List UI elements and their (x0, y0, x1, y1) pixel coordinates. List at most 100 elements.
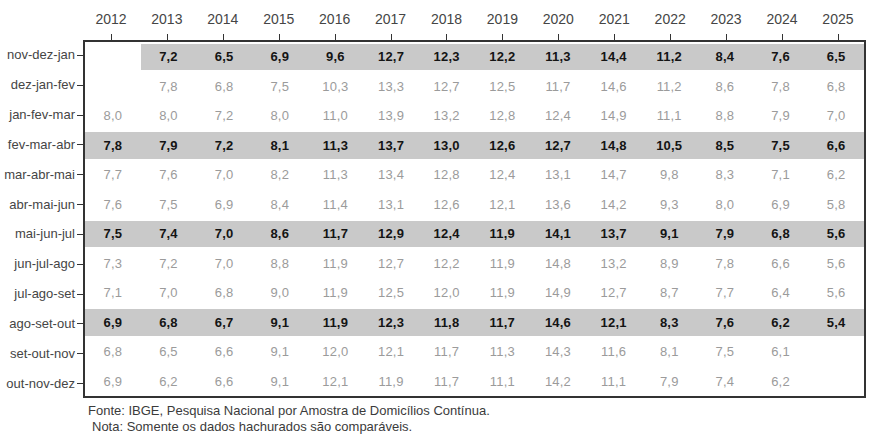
table-cell: 11,4 (308, 190, 364, 220)
table-cell: 6,9 (252, 42, 308, 72)
row-label: mai-jun-jul (0, 219, 75, 249)
table-cell: 11,3 (308, 160, 364, 190)
table-cell: 7,5 (252, 72, 308, 102)
table-cell: 12,5 (474, 72, 530, 102)
column-header-year: 2017 (363, 11, 419, 31)
table-cell: 13,4 (363, 160, 419, 190)
column-header-year: 2021 (586, 11, 642, 31)
table-cell: 11,7 (474, 308, 530, 338)
table-cell: 11,9 (308, 308, 364, 338)
table-cell: 9,3 (641, 190, 697, 220)
table-cell: 7,7 (85, 160, 141, 190)
table-cell: 12,6 (474, 131, 530, 161)
table-cell: 8,0 (697, 190, 753, 220)
table-cell: 11,1 (586, 367, 642, 397)
table-cell: 7,6 (753, 42, 809, 72)
table-cell: 11,1 (641, 101, 697, 131)
table-cell: 6,7 (196, 308, 252, 338)
table-cell: 14,4 (586, 42, 642, 72)
column-header-year: 2014 (195, 11, 251, 31)
table-row: 7,57,47,08,611,712,912,411,914,113,79,17… (85, 219, 864, 249)
table-panel: 7,26,56,99,612,712,312,211,314,411,28,47… (83, 40, 866, 398)
table-row: 7,17,06,89,011,912,512,011,914,912,78,77… (85, 278, 864, 308)
table-cell: 5,6 (808, 278, 864, 308)
table-cell: 8,4 (252, 190, 308, 220)
table-cell: 13,0 (419, 131, 475, 161)
table-cell: 12,2 (419, 249, 475, 279)
column-header-year: 2025 (810, 11, 866, 31)
table-cell: 7,8 (753, 72, 809, 102)
table-cell: 6,2 (808, 160, 864, 190)
table-cell: 11,7 (419, 337, 475, 367)
table-cell: 9,1 (641, 219, 697, 249)
table-cell: 7,5 (85, 219, 141, 249)
table-cell: 7,6 (85, 190, 141, 220)
table-cell: 14,1 (530, 219, 586, 249)
table-cell: 5,4 (808, 308, 864, 338)
table-cell: 12,1 (474, 190, 530, 220)
table-cell: 11,6 (586, 337, 642, 367)
table-row: 7,67,56,98,411,413,112,612,113,614,29,38… (85, 190, 864, 220)
table-row: 8,08,07,28,011,013,913,212,812,414,911,1… (85, 101, 864, 131)
table-cell: 7,4 (141, 219, 197, 249)
table-cell: 12,4 (530, 101, 586, 131)
table-cell: 6,8 (141, 308, 197, 338)
table-cell: 12,1 (308, 367, 364, 397)
table-cell: 6,8 (196, 278, 252, 308)
table-cell: 12,7 (363, 42, 419, 72)
table-cell: 8,3 (697, 160, 753, 190)
table-cell: 6,8 (196, 72, 252, 102)
table-cell: 7,2 (141, 42, 197, 72)
table-cell: 12,4 (419, 219, 475, 249)
column-header-year: 2013 (139, 11, 195, 31)
footer-notes: Fonte: IBGE, Pesquisa Nacional por Amost… (88, 403, 490, 434)
table-cell: 7,1 (85, 278, 141, 308)
table-cell: 13,7 (363, 131, 419, 161)
table-cell (85, 72, 141, 102)
table-cell: 5,6 (808, 249, 864, 279)
table-cell: 7,6 (141, 160, 197, 190)
column-header-year: 2015 (251, 11, 307, 31)
table-cell: 11,1 (474, 367, 530, 397)
table-cell: 9,1 (252, 308, 308, 338)
table-cell: 10,3 (308, 72, 364, 102)
table-cell: 7,9 (753, 101, 809, 131)
column-header-year: 2023 (698, 11, 754, 31)
table-cell: 6,5 (808, 42, 864, 72)
unemployment-rate-table-figure: 2012201320142015201620172018201920202021… (0, 0, 875, 445)
table-cell: 12,1 (363, 337, 419, 367)
row-label: dez-jan-fev (0, 70, 75, 100)
column-header-year: 2022 (642, 11, 698, 31)
table-cell: 7,9 (641, 367, 697, 397)
column-header-year: 2016 (307, 11, 363, 31)
row-label: abr-mai-jun (0, 189, 75, 219)
table-cell: 6,8 (753, 219, 809, 249)
table-cell: 12,0 (308, 337, 364, 367)
quarter-axis: nov-dez-jandez-jan-fevjan-fev-marfev-mar… (0, 40, 75, 398)
table-cell: 13,1 (363, 190, 419, 220)
table-cell: 8,6 (252, 219, 308, 249)
table-cell: 7,6 (697, 308, 753, 338)
table-cell: 11,9 (474, 278, 530, 308)
table-cell: 6,9 (85, 308, 141, 338)
table-cell: 14,2 (586, 190, 642, 220)
table-cell: 12,7 (419, 72, 475, 102)
table-cell: 6,2 (141, 367, 197, 397)
table-cell: 12,9 (363, 219, 419, 249)
row-label: ago-set-out (0, 308, 75, 338)
table-cell: 12,7 (586, 278, 642, 308)
table-cell: 11,9 (308, 278, 364, 308)
table-cell: 8,0 (252, 101, 308, 131)
table-cell: 6,5 (141, 337, 197, 367)
table-cell: 14,8 (586, 131, 642, 161)
table-cell: 6,6 (196, 367, 252, 397)
column-header-year: 2019 (474, 11, 530, 31)
table-cell: 12,5 (363, 278, 419, 308)
table-row: 6,86,56,69,112,012,111,711,314,311,68,17… (85, 337, 864, 367)
table-cell: 7,2 (141, 249, 197, 279)
row-label: out-nov-dez (0, 368, 75, 398)
table-cell: 7,2 (196, 131, 252, 161)
table-cell: 9,1 (252, 337, 308, 367)
table-cell: 7,0 (196, 219, 252, 249)
table-cell: 7,5 (753, 131, 809, 161)
